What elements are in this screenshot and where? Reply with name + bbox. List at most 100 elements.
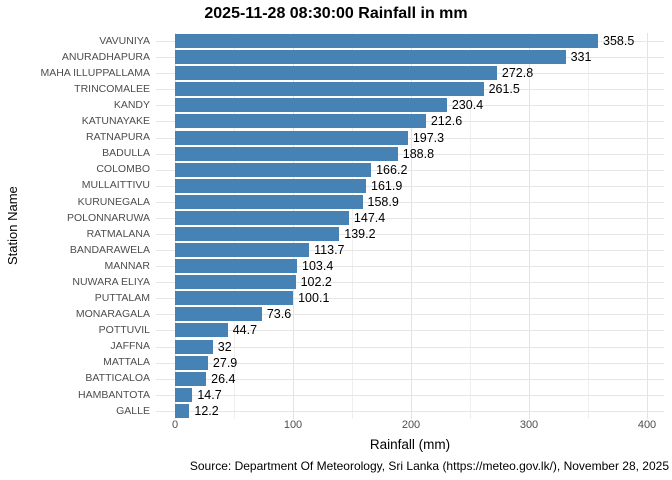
station-label: JAFFNA [110,340,150,353]
row-gridline [156,330,664,332]
value-label: 12.2 [194,403,219,418]
minor-gridline [588,33,589,419]
station-label: RATMALANA [86,227,150,240]
rainfall-bar [175,82,484,97]
x-tick-label: 0 [171,419,179,431]
rainfall-bar [175,34,599,49]
bar-track: 113.7 [156,242,664,258]
value-label: 358.5 [603,33,635,48]
bar-row: POLONNARUWA 147.4 [0,210,664,226]
x-tick-label: 400 [637,419,657,431]
row-gridline [156,282,664,284]
row-gridline [156,362,664,364]
minor-gridline [352,33,353,419]
station-label: HAMBANTOTA [78,388,150,401]
bar-track: 32 [156,338,664,354]
station-label: MULLAITTIVU [81,179,150,192]
bar-row: ANURADHAPURA 331 [0,49,664,65]
row-gridline [156,217,664,219]
value-label: 14.7 [197,387,222,402]
station-label: BADULLA [102,147,150,160]
minor-gridline [234,33,235,419]
value-label: 261.5 [488,82,520,97]
station-label: COLOMBO [96,163,150,176]
major-gridline [647,33,648,419]
station-label: PUTTALAM [94,292,150,305]
row-gridline [156,394,664,396]
rainfall-bar [175,178,367,193]
bar-row: VAVUNIYA 358.5 [0,33,664,49]
row-gridline [156,233,664,235]
value-label: 230.4 [451,98,484,113]
station-label: MAHA ILLUPPALLAMA [40,66,150,79]
bar-track: 197.3 [156,129,664,145]
value-label: 113.7 [314,242,345,257]
row-gridline [156,137,664,139]
x-tick-label: 300 [519,419,539,431]
bar-track: 331 [156,49,664,65]
bar-row: MULLAITTIVU 161.9 [0,178,664,194]
plot-panel: VAVUNIYA 358.5 ANURADHAPURA 331 MAHA ILLUPPA… [0,33,664,419]
bar-track: 73.6 [156,306,664,322]
bar-row: POTTUVIL 44.7 [0,322,664,338]
value-label: 272.8 [501,65,534,80]
rainfall-bar [175,259,297,274]
row-gridline [156,169,664,171]
rainfall-bar [175,339,213,354]
row-gridline [156,298,664,300]
bar-row: MONARAGALA 73.6 [0,306,664,322]
rainfall-bar [175,114,426,129]
bar-track: 161.9 [156,178,664,194]
station-label: KATUNAYAKE [81,115,150,128]
bar-row: GALLE 12.2 [0,403,664,419]
station-label: POTTUVIL [98,324,150,337]
bar-row: KANDY 230.4 [0,97,664,113]
bar-row: PUTTALAM 100.1 [0,290,664,306]
value-label: 100.1 [298,291,330,306]
bar-track: 358.5 [156,33,664,49]
station-label: TRINCOMALEE [74,83,150,96]
rainfall-bar [175,50,566,65]
bar-row: BANDARAWELA 113.7 [0,242,664,258]
vertical-gridlines [156,33,664,419]
bar-track: 166.2 [156,162,664,178]
station-label: RATNAPURA [86,131,150,144]
major-gridline [411,33,412,419]
x-axis-title: Rainfall (mm) [369,437,451,452]
value-label: 197.3 [412,130,445,145]
value-label: 158.9 [367,194,399,209]
rainfall-bar [175,210,349,225]
bar-track: 102.2 [156,274,664,290]
x-tick-label: 100 [283,419,303,431]
value-label: 73.6 [266,307,292,322]
major-gridline [293,33,294,419]
rainfall-bar [175,323,228,338]
row-gridline [156,153,664,155]
rainfall-bar [175,243,310,258]
x-axis: 0 100 200 300 400 [0,420,672,434]
row-gridline [156,346,664,348]
bar-row: MANNAR 103.4 [0,258,664,274]
row-gridline [156,201,664,203]
rainfall-bar [175,275,296,290]
value-label: 27.9 [212,355,238,370]
row-gridline [156,410,664,412]
value-label: 44.7 [232,323,258,338]
chart-title: 2025-11-28 08:30:00 Rainfall in mm [204,5,468,22]
bar-row: MATTALA 27.9 [0,355,664,371]
value-label: 212.6 [430,114,463,129]
rainfall-bar [175,98,447,113]
bar-track: 147.4 [156,210,664,226]
minor-gridline [470,33,471,419]
bar-row: HAMBANTOTA 14.7 [0,387,664,403]
value-label: 147.4 [353,210,386,225]
bar-row: NUWARA ELIYA 102.2 [0,274,664,290]
station-label: POLONNARUWA [66,211,150,224]
bar-track: 100.1 [156,290,664,306]
station-label: MANNAR [104,259,150,272]
value-label: 26.4 [211,371,236,386]
bar-track: 212.6 [156,113,664,129]
rainfall-bar [175,146,398,161]
row-gridline [156,314,664,316]
